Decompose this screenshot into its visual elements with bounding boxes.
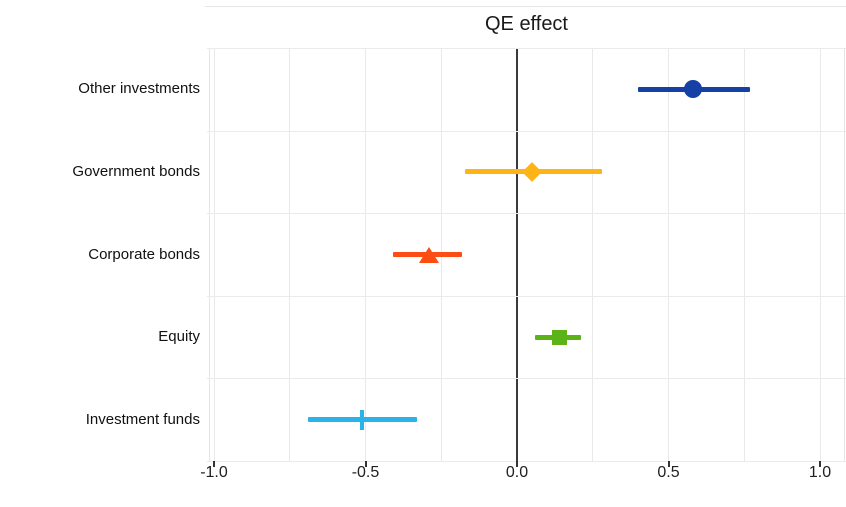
category-label: Other investments <box>78 80 200 98</box>
category-label: Government bonds <box>72 162 200 180</box>
row-separator <box>207 48 846 49</box>
x-tick-label: 0.5 <box>657 464 680 481</box>
gridline-vertical <box>365 48 366 461</box>
x-tick-label: -1.0 <box>200 464 228 481</box>
gridline-vertical <box>289 48 291 461</box>
x-tick-label: 0.0 <box>505 464 529 481</box>
row-separator <box>207 378 846 379</box>
x-axis-tick <box>819 461 821 467</box>
plot-panel <box>207 48 846 462</box>
row-separator <box>207 461 846 462</box>
row-separator <box>207 131 846 132</box>
x-axis-tick <box>667 461 670 467</box>
row-separator <box>207 213 846 214</box>
x-axis-tick <box>364 461 367 467</box>
marker-diamond <box>522 161 543 182</box>
top-divider-line <box>205 6 846 7</box>
marker-circle <box>683 80 702 99</box>
x-axis-tick <box>516 461 518 467</box>
x-axis-tick <box>213 461 215 467</box>
x-tick-label: -0.5 <box>351 464 380 481</box>
gridline-vertical <box>592 48 594 461</box>
category-label: Investment funds <box>85 410 200 428</box>
x-tick-label: 1.0 <box>808 464 832 481</box>
row-separator <box>207 296 846 297</box>
panel-right-edge <box>844 48 845 461</box>
marker-triangle <box>419 246 440 263</box>
gridline-vertical <box>668 48 669 461</box>
zero-line <box>516 48 518 461</box>
category-label: Corporate bonds <box>88 245 200 263</box>
panel-left-edge <box>209 48 210 461</box>
gridline-vertical <box>743 48 745 461</box>
chart-title: QE effect <box>484 13 568 35</box>
marker-square <box>551 329 567 345</box>
gridline-vertical <box>819 48 821 461</box>
gridline-vertical <box>213 48 215 461</box>
category-label: Equity <box>158 328 200 346</box>
marker-vline <box>360 409 365 430</box>
